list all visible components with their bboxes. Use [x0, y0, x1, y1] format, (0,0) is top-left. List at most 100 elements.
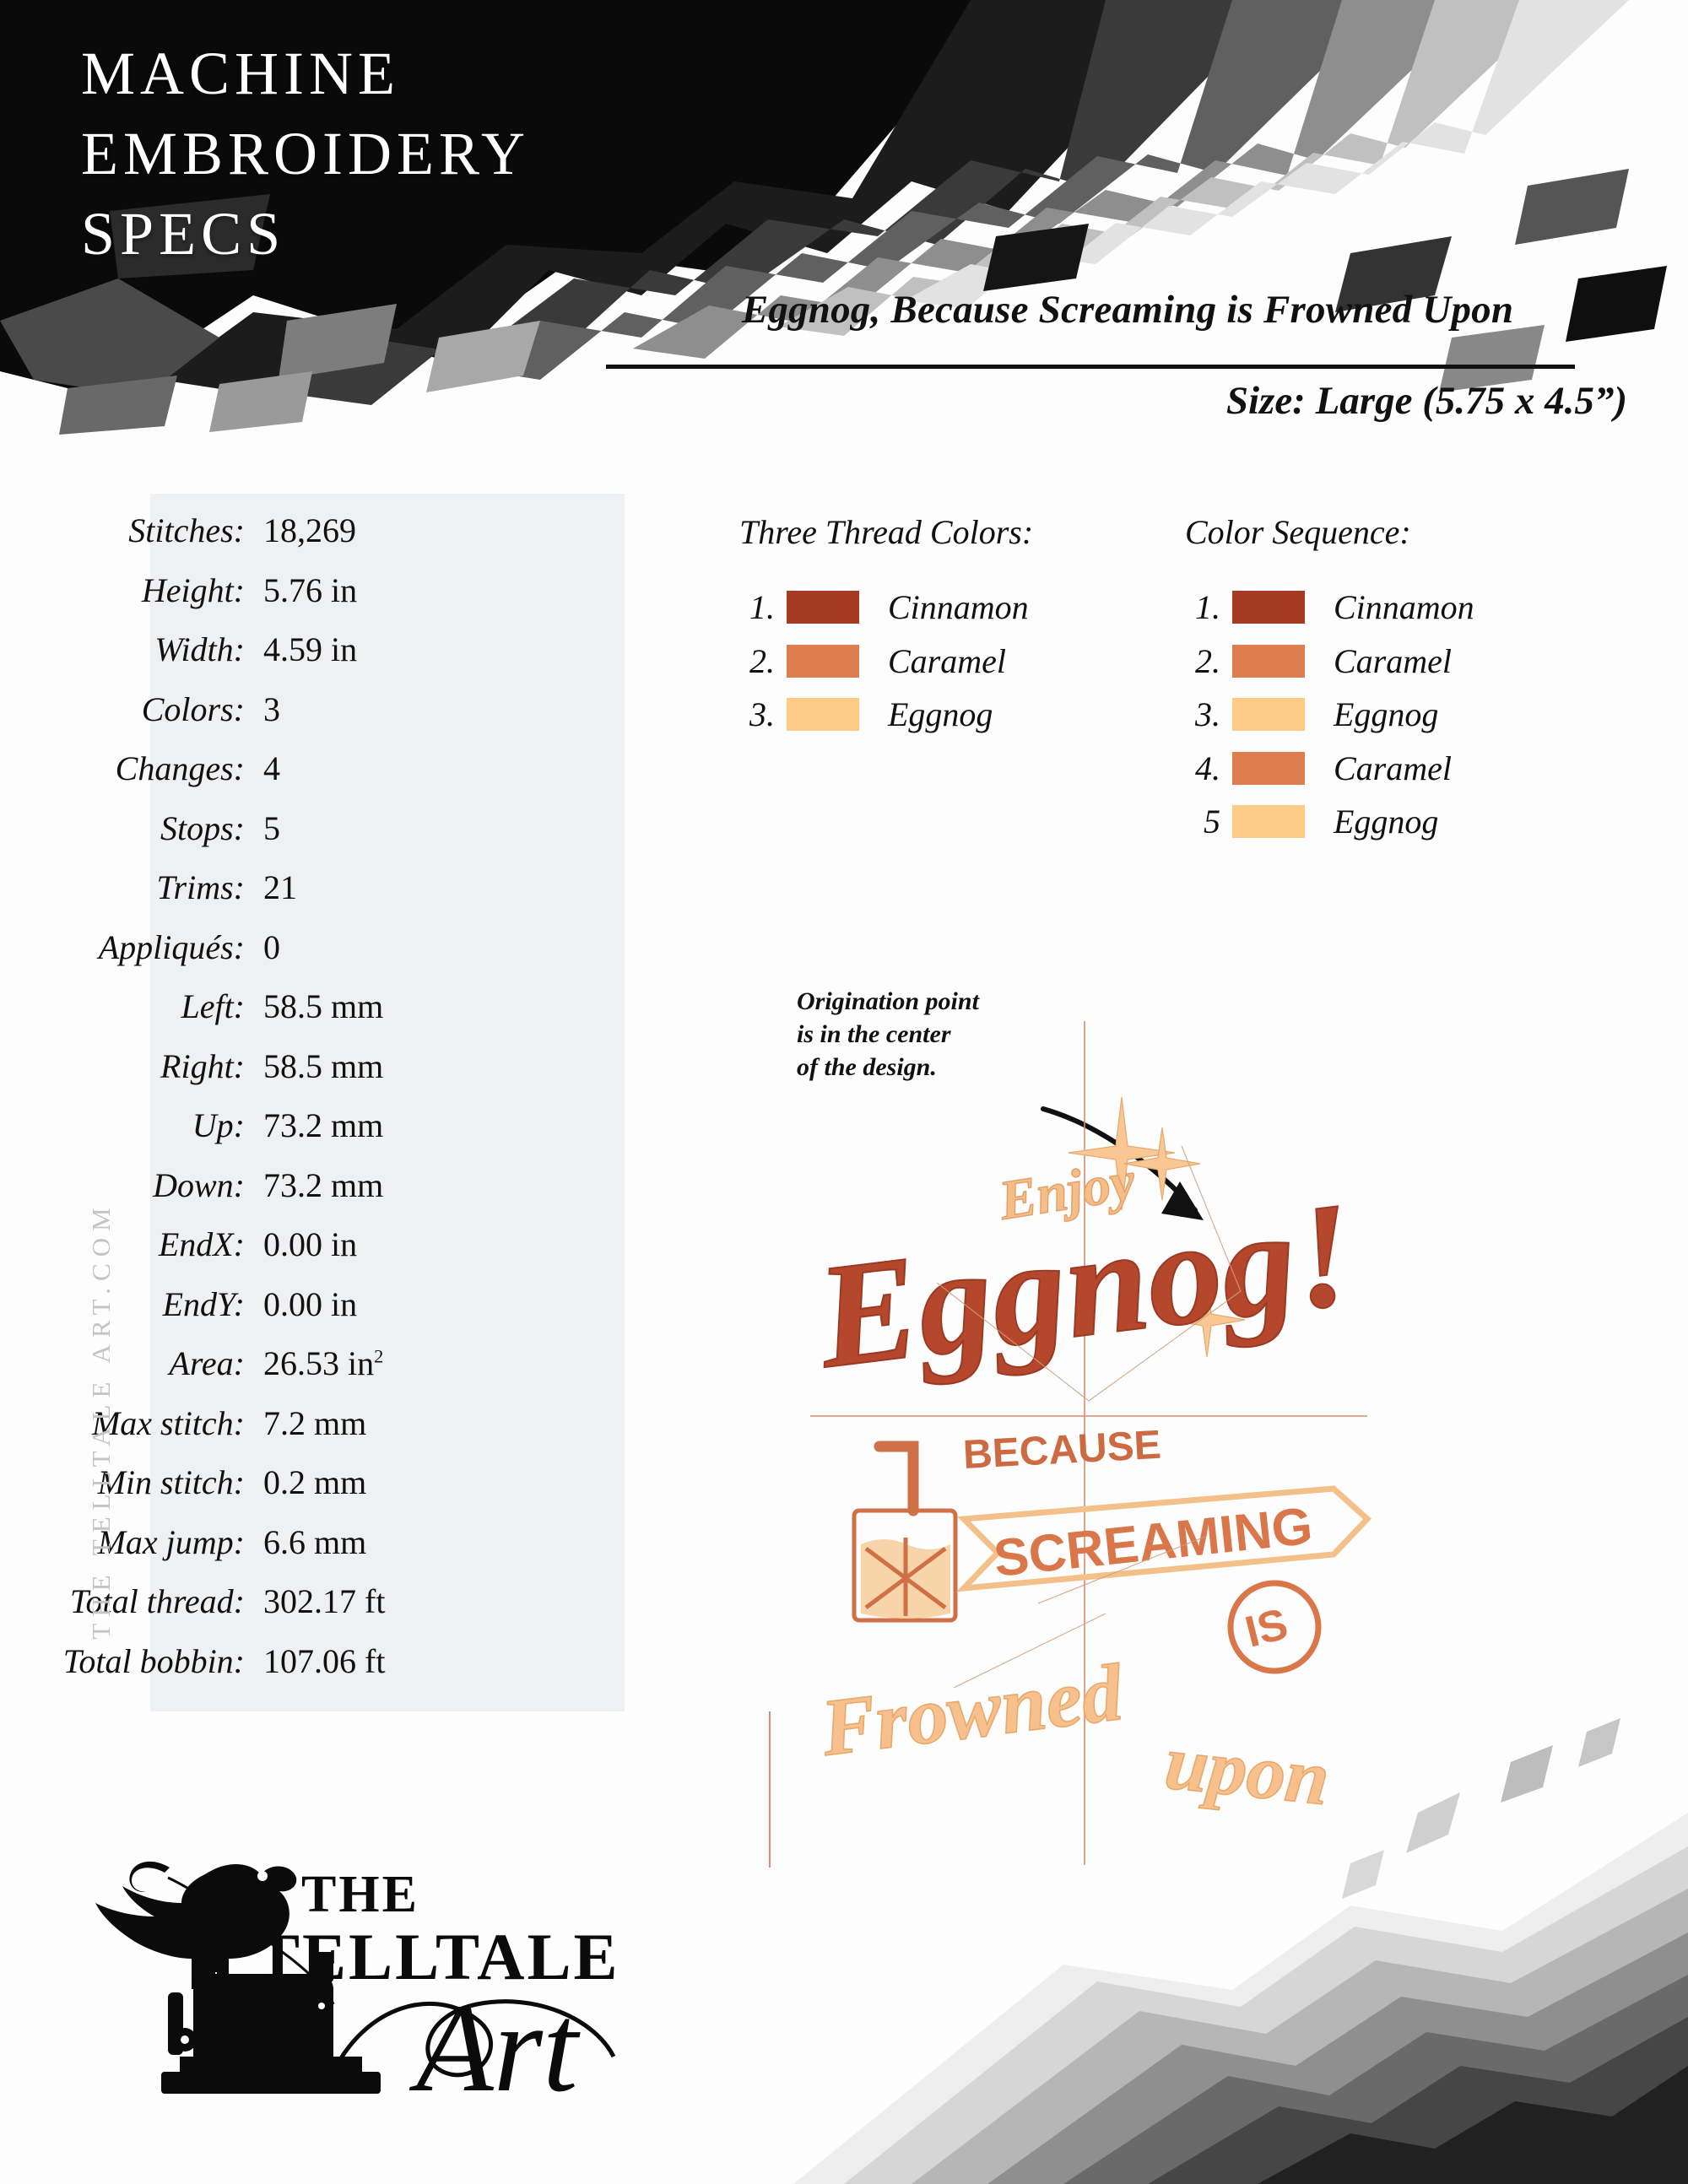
spec-row: Changes: 4 [0, 749, 456, 806]
color-index: 4. [1195, 749, 1220, 787]
spec-value: 4.59 in [263, 630, 358, 668]
color-swatch [1232, 644, 1305, 678]
spec-row: Max stitch: 7.2 mm [0, 1403, 456, 1461]
spec-value: 0 [263, 927, 280, 966]
spec-value: 0.00 in [263, 1284, 358, 1323]
spec-label: Total thread: [69, 1582, 245, 1620]
spec-value: 3 [263, 689, 280, 728]
artwork-word-because: BECAUSE [962, 1423, 1162, 1478]
spec-value: 18,269 [263, 511, 356, 549]
color-name: Caramel [888, 641, 1006, 680]
spec-value: 21 [263, 868, 297, 906]
spec-label: Height: [141, 570, 245, 609]
color-row: 1. Cinnamon [736, 581, 1029, 634]
color-row: 1. Cinnamon [1182, 581, 1474, 634]
spec-label: Appliqués: [98, 927, 245, 966]
svg-text:IS: IS [1241, 1599, 1293, 1657]
logo-text-art: Art [408, 1978, 581, 2118]
spec-label: Changes: [115, 749, 245, 787]
spec-label: Down: [153, 1165, 245, 1204]
color-row: 5 Eggnog [1182, 795, 1438, 848]
color-index: 3. [1195, 695, 1220, 733]
color-swatch [1232, 805, 1305, 838]
color-index: 2. [1195, 641, 1220, 680]
color-name: Cinnamon [1334, 588, 1474, 626]
spec-label: Stops: [160, 808, 245, 847]
color-row: 4. Caramel [1182, 742, 1452, 795]
spec-value: 58.5 mm [263, 1046, 384, 1085]
spec-row: Min stitch: 0.2 mm [0, 1462, 456, 1520]
spec-label: Total bobbin: [62, 1641, 245, 1680]
page-title-line-3: Specs [81, 200, 286, 268]
color-swatch [787, 591, 859, 624]
thread-colors-heading: Three Thread Colors: [739, 513, 1034, 551]
spec-label: Width: [154, 630, 245, 668]
color-name: Eggnog [888, 695, 993, 733]
spec-value: 58.5 mm [263, 987, 384, 1025]
spec-label: Max jump: [97, 1522, 245, 1561]
color-swatch [1232, 698, 1305, 731]
artwork-glass-icon [852, 1441, 958, 1623]
origination-note: Origination point is in the center of th… [797, 985, 1075, 1084]
color-name: Cinnamon [888, 588, 1029, 626]
spec-row: Area: 26.53 in2 [0, 1343, 456, 1401]
logo-text-telltale: TELLTALE [256, 1920, 620, 1993]
spec-row: Total thread: 302.17 ft [0, 1581, 456, 1639]
spec-value: 73.2 mm [263, 1165, 384, 1204]
spec-label: Right: [160, 1046, 245, 1085]
brand-logo: THE TELLTALE Art [80, 1793, 671, 2131]
spec-label: Colors: [141, 689, 245, 728]
spec-row: EndY: 0.00 in [0, 1284, 456, 1342]
color-index: 1. [749, 588, 775, 626]
spec-value: 4 [263, 749, 280, 787]
spec-value: 107.06 ft [263, 1641, 386, 1680]
page-title-line-2: Embroidery [81, 120, 531, 188]
spec-value: 6.6 mm [263, 1522, 367, 1561]
spec-row: Height: 5.76 in [0, 570, 456, 628]
spec-value: 73.2 mm [263, 1106, 384, 1144]
spec-label: Trims: [156, 868, 246, 906]
spec-label: EndX: [158, 1225, 245, 1263]
color-sequence-heading: Color Sequence: [1185, 513, 1411, 551]
artwork-word-frowned: Frowned [816, 1646, 1129, 1773]
page-title-line-1: Machine [81, 40, 400, 107]
color-swatch [787, 644, 859, 678]
spec-label: EndY: [162, 1284, 245, 1323]
logo-flourish [331, 1999, 616, 2078]
color-row: 2. Caramel [736, 635, 1006, 688]
color-name: Eggnog [1334, 695, 1439, 733]
artwork-word-eggnog: Eggnog! [808, 1171, 1362, 1400]
spec-label: Left: [181, 987, 245, 1025]
spec-value: 5 [263, 808, 280, 847]
origination-note-line-3: of the design. [797, 1053, 937, 1081]
spec-row: Up: 73.2 mm [0, 1106, 456, 1163]
color-swatch [787, 698, 859, 731]
spec-row: Trims: 21 [0, 868, 456, 925]
spec-row: Stops: 5 [0, 808, 456, 866]
color-name: Caramel [1334, 749, 1452, 787]
website-vertical-text: THE TELLTALE ART.COM [86, 1201, 116, 1640]
spec-value: 7.2 mm [263, 1403, 367, 1442]
spec-row: Stitches: 18,269 [0, 511, 456, 568]
logo-text-the: THE [301, 1866, 419, 1923]
spec-value: 0.2 mm [263, 1463, 367, 1501]
origination-note-line-2: is in the center [797, 1020, 951, 1048]
spec-label: Stitches: [128, 511, 245, 549]
spec-value: 26.53 in2 [263, 1344, 384, 1382]
spec-label: Area: [169, 1344, 245, 1382]
spec-row: Appliqués: 0 [0, 927, 456, 985]
design-preview: Enjoy Eggnog! BECAUSE SCREAMING IS [785, 928, 1393, 1882]
page-title: Machine Embroidery Specs [81, 34, 841, 274]
color-row: 3. Eggnog [736, 688, 993, 741]
spec-row: Down: 73.2 mm [0, 1165, 456, 1223]
color-swatch [1232, 591, 1305, 624]
specs-panel [150, 494, 625, 1711]
spec-row: Total bobbin: 107.06 ft [0, 1641, 456, 1699]
artwork-word-is: IS [1227, 1580, 1322, 1674]
crosshair-guides [810, 1021, 1367, 1865]
spec-label: Up: [192, 1106, 245, 1144]
spec-row: Right: 58.5 mm [0, 1046, 456, 1104]
spec-label: Min stitch: [97, 1463, 245, 1501]
color-swatch [1232, 751, 1305, 785]
